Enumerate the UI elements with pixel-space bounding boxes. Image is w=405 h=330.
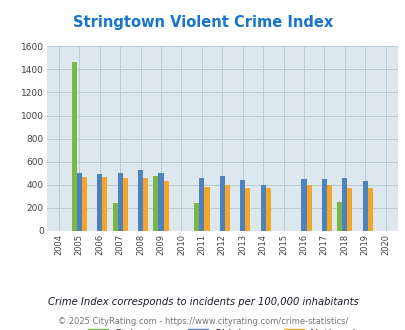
Bar	[301, 179, 306, 231]
Bar	[194, 203, 199, 231]
Bar	[341, 178, 347, 231]
Bar	[347, 188, 352, 231]
Bar	[224, 185, 229, 231]
Bar	[112, 203, 117, 231]
Text: Stringtown Violent Crime Index: Stringtown Violent Crime Index	[72, 15, 333, 30]
Legend: Stringtown, Oklahoma, National: Stringtown, Oklahoma, National	[85, 325, 358, 330]
Bar	[326, 185, 331, 231]
Bar	[367, 188, 372, 231]
Bar	[122, 178, 128, 231]
Bar	[204, 186, 209, 231]
Text: © 2025 CityRating.com - https://www.cityrating.com/crime-statistics/: © 2025 CityRating.com - https://www.city…	[58, 317, 347, 326]
Bar	[102, 177, 107, 231]
Bar	[306, 185, 311, 231]
Bar	[240, 180, 245, 231]
Bar	[163, 182, 168, 231]
Bar	[158, 173, 163, 231]
Bar	[143, 179, 148, 231]
Bar	[77, 173, 82, 231]
Bar	[321, 179, 326, 231]
Bar	[82, 177, 87, 231]
Text: Crime Index corresponds to incidents per 100,000 inhabitants: Crime Index corresponds to incidents per…	[47, 297, 358, 307]
Bar	[260, 184, 265, 231]
Bar	[219, 176, 224, 231]
Bar	[245, 188, 250, 231]
Bar	[199, 179, 204, 231]
Bar	[336, 202, 341, 231]
Bar	[362, 181, 367, 231]
Bar	[153, 176, 158, 231]
Bar	[138, 170, 143, 231]
Bar	[117, 173, 122, 231]
Bar	[265, 188, 270, 231]
Bar	[72, 62, 77, 231]
Bar	[97, 174, 102, 231]
